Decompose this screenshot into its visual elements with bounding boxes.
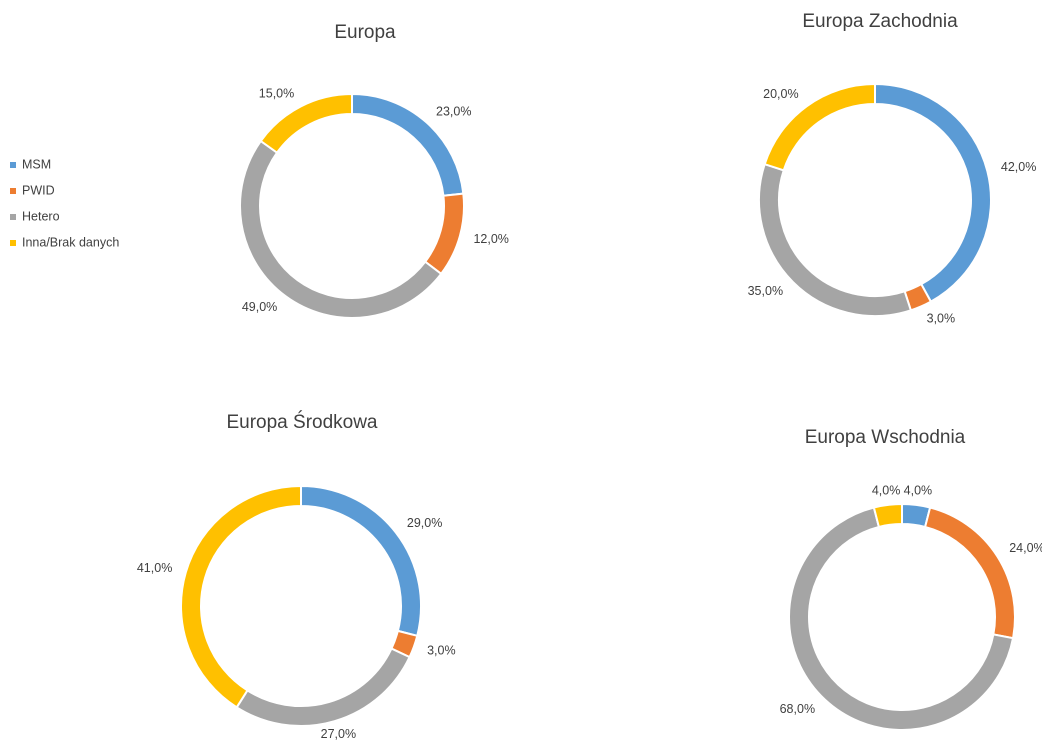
- data-label: 35,0%: [748, 284, 783, 298]
- data-label: 3,0%: [427, 644, 456, 658]
- donut-segment: [763, 82, 876, 172]
- donut-segment: [788, 506, 1015, 731]
- donut-segment: [872, 502, 903, 529]
- data-label: 20,0%: [763, 87, 798, 101]
- data-label: 41,0%: [137, 561, 172, 575]
- donut-segment: [259, 92, 353, 155]
- data-label: 29,0%: [407, 516, 442, 530]
- legend-swatch: [10, 162, 16, 168]
- donut-segment: [423, 192, 465, 276]
- chart-title: Europa Wschodnia: [805, 427, 966, 448]
- data-label: 23,0%: [436, 104, 471, 118]
- legend-swatch: [10, 188, 16, 194]
- data-label: 49,0%: [242, 300, 277, 314]
- donut-segment: [239, 139, 443, 319]
- data-label: 4,0%: [904, 483, 933, 497]
- data-label: 27,0%: [321, 727, 356, 741]
- donut-segment: [874, 82, 992, 304]
- donut-segment: [300, 484, 422, 638]
- donut-segment: [923, 506, 1016, 640]
- data-label: 42,0%: [1001, 160, 1036, 174]
- legend-swatch: [10, 214, 16, 220]
- data-label: 12,0%: [473, 232, 508, 246]
- data-label: 24,0%: [1009, 541, 1042, 555]
- legend-swatch: [10, 240, 16, 246]
- chart-title: Europa Zachodnia: [802, 11, 958, 32]
- data-label: 4,0%: [872, 483, 901, 497]
- data-label: 68,0%: [780, 702, 815, 716]
- legend-label: PWID: [22, 183, 55, 197]
- legend-label: Inna/Brak danych: [22, 235, 119, 249]
- donut-segment: [235, 647, 411, 727]
- legend-label: Hetero: [22, 209, 60, 223]
- data-label: 3,0%: [927, 312, 956, 326]
- chart-title: Europa Środkowa: [226, 411, 377, 433]
- donut-segment: [180, 484, 302, 709]
- chart-title: Europa: [334, 22, 396, 43]
- data-label: 15,0%: [259, 86, 294, 100]
- legend-label: MSM: [22, 157, 51, 171]
